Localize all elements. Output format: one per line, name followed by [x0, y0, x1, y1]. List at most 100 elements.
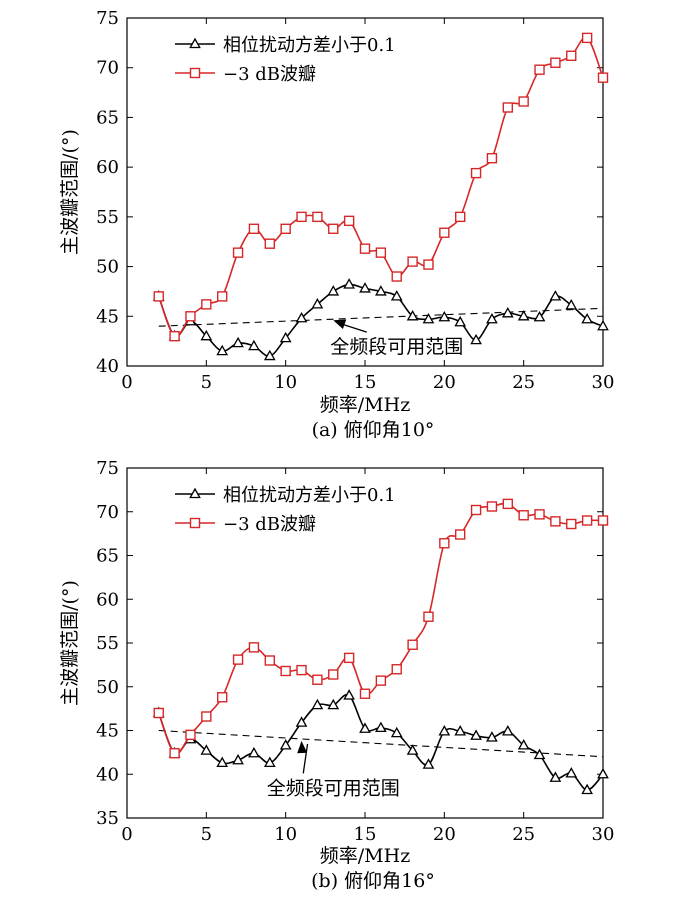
data-point [534, 509, 545, 520]
data-point [597, 767, 609, 779]
y-tick-label: 55 [96, 207, 119, 228]
series-red-3db [153, 32, 609, 342]
x-tick-label: 0 [121, 372, 132, 393]
data-point [534, 64, 545, 75]
data-point [153, 707, 164, 719]
data-point [263, 756, 276, 768]
data-point [565, 767, 578, 778]
data-point [502, 102, 513, 113]
data-point [312, 674, 323, 685]
data-point [533, 310, 546, 322]
x-tick-label: 10 [274, 372, 297, 393]
data-point [375, 675, 387, 686]
data-point [328, 223, 339, 234]
data-point [232, 753, 244, 765]
data-point [280, 223, 291, 234]
x-tick-label: 15 [354, 824, 377, 845]
data-point [470, 333, 482, 345]
chart-panel-a: 0 5 10 15 20 25 30 40 45 50 55 60 65 70 75 频率/MHz 主波瓣范围/… [59, 8, 614, 441]
data-point [311, 698, 324, 710]
data-point [407, 639, 418, 650]
data-point [200, 329, 213, 341]
data-point [454, 315, 467, 327]
data-point [518, 510, 529, 521]
data-point [533, 748, 546, 760]
data-point [232, 247, 244, 258]
data-point [169, 330, 180, 342]
data-point [216, 756, 229, 768]
x-axis-label: 频率/MHz [320, 394, 410, 416]
series-red-3db [153, 498, 609, 759]
legend-marker [189, 517, 201, 529]
data-point [439, 227, 450, 238]
x-tick-label: 5 [201, 824, 212, 845]
panel-caption: (a) 俯仰角10° [312, 419, 435, 441]
series-black-phase [152, 689, 609, 795]
x-tick-label: 15 [354, 372, 377, 393]
legend-label: 相位扰动方差小于0.1 [223, 485, 396, 506]
data-point [423, 259, 434, 270]
annotation: 全频段可用范围 [330, 319, 463, 358]
data-point [343, 689, 355, 700]
series-line [157, 502, 604, 755]
data-point [343, 215, 355, 227]
data-point [232, 654, 244, 665]
data-point [390, 290, 403, 301]
data-point [248, 746, 260, 758]
reference-line [158, 729, 604, 758]
data-point [201, 711, 212, 722]
data-point [438, 310, 451, 322]
data-point [581, 32, 593, 44]
data-point [153, 291, 164, 302]
data-point [359, 688, 371, 699]
y-tick-label: 75 [96, 8, 119, 29]
data-point [327, 698, 340, 710]
data-point [248, 223, 260, 234]
data-point [455, 211, 466, 223]
legend-entry: 相位扰动方差小于0.1 [175, 485, 396, 506]
data-point [566, 50, 577, 61]
data-point [565, 299, 578, 310]
data-point [248, 339, 260, 351]
y-tick-label: 45 [96, 306, 119, 327]
data-point [550, 57, 561, 68]
data-point [422, 312, 435, 324]
data-point [343, 652, 355, 664]
data-point [597, 319, 609, 331]
y-tick-label: 60 [96, 589, 119, 610]
x-tick-label: 30 [592, 824, 615, 845]
data-point [343, 278, 355, 289]
y-tick-label: 65 [96, 107, 119, 128]
x-tick-label: 20 [433, 824, 456, 845]
data-point [550, 516, 561, 527]
legend-marker [189, 487, 201, 499]
data-point [517, 309, 530, 321]
data-point [216, 344, 229, 356]
data-point [470, 167, 482, 179]
data-point [311, 298, 324, 309]
data-point [312, 211, 323, 223]
data-point [279, 739, 292, 750]
data-point [359, 722, 371, 733]
data-point [517, 739, 530, 750]
y-tick-label: 40 [96, 764, 119, 785]
data-point [279, 331, 292, 343]
data-point [597, 72, 609, 83]
y-tick-label: 35 [96, 808, 119, 829]
panel-caption: (b) 俯仰角16° [311, 870, 435, 892]
data-point [248, 642, 260, 653]
data-point [439, 538, 450, 549]
data-point [296, 664, 307, 676]
data-point [581, 515, 593, 526]
data-point [597, 515, 609, 526]
series-line [157, 693, 604, 791]
data-point [264, 655, 275, 666]
data-point [264, 238, 275, 249]
data-point [502, 498, 513, 510]
y-tick-label: 45 [96, 721, 119, 742]
legend-label: −3 dB波瓣 [223, 514, 316, 535]
data-point [375, 247, 387, 258]
data-point [486, 501, 498, 512]
annotation-label: 全频段可用范围 [330, 336, 463, 358]
